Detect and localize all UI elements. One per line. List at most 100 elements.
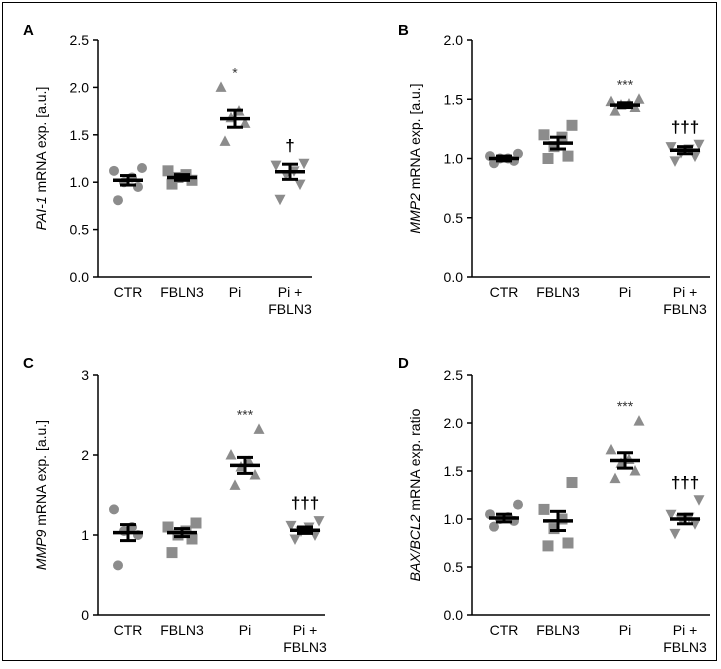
panel-b-x-tick-label: Pi + xyxy=(673,284,698,300)
panel-c-letter: C xyxy=(23,355,34,372)
panel-c-y-label: MMP9 mRNA exp. [a.u.] xyxy=(33,420,49,570)
panel-c-y-tick-label: 3 xyxy=(81,367,89,383)
panel-a-data-point xyxy=(298,158,310,170)
panel-b-x-tick-label: FBLN3 xyxy=(663,301,707,317)
panel-a-data-point xyxy=(270,160,282,172)
panel-d-data-point xyxy=(629,465,641,476)
panel-c-x-tick-label: CTR xyxy=(114,622,143,638)
panel-c-x-tick-label: FBLN3 xyxy=(283,639,327,655)
panel-b-y-tick-label: 1.5 xyxy=(444,91,464,107)
panel-a-y-label-unit: mRNA exp. [a.u.] xyxy=(33,87,49,197)
panel-a-y-tick-label: 1.0 xyxy=(70,174,90,190)
panel-b-significance-label: ††† xyxy=(671,117,699,136)
panel-c-data-point xyxy=(229,479,241,490)
figure-frame xyxy=(2,2,717,661)
panel-d-data-point xyxy=(538,503,550,515)
panel-a-data-point xyxy=(219,135,231,146)
panel-d-y-tick-label: 2.0 xyxy=(444,415,464,431)
panel-a-x-tick-label: CTR xyxy=(114,284,143,300)
panel-d-significance-label: *** xyxy=(617,398,634,414)
panel-b-data-point xyxy=(538,129,550,141)
panel-d-data-point xyxy=(566,477,578,489)
panel-c-x-tick-label: Pi xyxy=(239,622,251,638)
panel-a-data-point xyxy=(109,165,119,176)
panel-b-data-point xyxy=(566,119,578,131)
panel-d-data-point xyxy=(689,519,701,530)
panel-a-data-point xyxy=(274,194,286,206)
panel-d-data-point xyxy=(548,523,560,535)
panel-d-data-point xyxy=(665,509,677,521)
panel-d-data-point xyxy=(693,495,705,506)
panel-c-y-label-gene: MMP9 xyxy=(33,529,49,570)
panel-a-significance-label: † xyxy=(285,136,294,155)
panel-d-data-point xyxy=(605,443,617,455)
panel-b-x-tick-label: Pi xyxy=(619,284,631,300)
panel-d-data-point xyxy=(542,540,554,552)
panel-d-y-tick-label: 1.5 xyxy=(444,463,464,479)
panel-b-y-label: MMP2 mRNA exp. [a.u.] xyxy=(407,83,423,233)
panel-d-data-point xyxy=(489,521,499,532)
panel-a-x-tick-label: Pi xyxy=(229,284,241,300)
panel-d-significance-label: ††† xyxy=(671,473,699,492)
panel-b-y-tick-label: 2.0 xyxy=(444,32,464,48)
panel-b-y-tick-label: 0.5 xyxy=(444,210,464,226)
panel-a-data-point xyxy=(186,174,198,186)
panel-c-y-tick-label: 1 xyxy=(81,527,89,543)
panel-c-significance-label: *** xyxy=(237,406,254,422)
panel-d-data-point xyxy=(556,513,568,525)
panel-c-data-point xyxy=(253,423,265,434)
panel-c-y-tick-label: 2 xyxy=(81,447,89,463)
panel-a-x-tick-label: FBLN3 xyxy=(268,301,312,317)
panel-a-y-label: PAI-1 mRNA exp. [a.u.] xyxy=(33,87,49,231)
panel-d-y-label-unit: mRNA exp. ratio xyxy=(407,408,423,514)
panel-a-data-point xyxy=(166,178,178,190)
panel-c-data-point xyxy=(172,529,184,541)
panel-b-data-point xyxy=(633,93,645,104)
panel-d-x-tick-label: CTR xyxy=(490,622,519,638)
panel-d-letter: D xyxy=(398,355,409,372)
panel-a-y-tick-label: 0.0 xyxy=(70,269,90,285)
panel-d-y-tick-label: 1.0 xyxy=(444,511,464,527)
panel-c-data-point xyxy=(249,469,261,480)
panel-a-y-label-gene: PAI-1 xyxy=(33,196,49,230)
panel-c-data-point xyxy=(186,533,198,545)
panel-a-letter: A xyxy=(23,22,34,39)
panel-a-x-tick-label: FBLN3 xyxy=(160,284,204,300)
panel-d-data-point xyxy=(669,528,681,540)
panel-a-y-tick-label: 2.0 xyxy=(70,79,90,95)
panel-d-y-tick-label: 0.0 xyxy=(444,607,464,623)
panel-a-y-tick-label: 0.5 xyxy=(70,222,90,238)
panel-b-data-point xyxy=(548,141,560,153)
panel-b-y-tick-label: 1.0 xyxy=(444,151,464,167)
panel-c-data-point xyxy=(313,516,325,527)
panel-d-x-tick-label: FBLN3 xyxy=(663,639,707,655)
panel-a-x-tick-label: Pi + xyxy=(278,284,303,300)
panel-d-y-tick-label: 0.5 xyxy=(444,559,464,575)
panel-c-x-tick-label: FBLN3 xyxy=(160,622,204,638)
panel-c-data-point xyxy=(225,449,237,460)
panel-d-y-label-gene: BAX/BCL2 xyxy=(407,514,423,581)
panel-d-data-point xyxy=(609,472,621,484)
panel-b-letter: B xyxy=(398,22,409,39)
panel-b-data-point xyxy=(609,105,621,116)
panel-d-data-point xyxy=(513,499,523,510)
panel-c-data-point xyxy=(109,504,119,515)
panel-d-x-tick-label: Pi xyxy=(619,622,631,638)
panel-d-data-point xyxy=(562,537,574,549)
panel-c-data-point xyxy=(289,534,301,545)
panel-b-data-point xyxy=(693,139,705,151)
panel-a-data-point xyxy=(294,179,306,191)
panel-c-data-point xyxy=(162,521,174,533)
panel-d-y-tick-label: 2.5 xyxy=(444,367,464,383)
panel-b-data-point xyxy=(542,153,554,164)
panel-a-data-point xyxy=(137,162,147,173)
panel-a-data-point xyxy=(113,195,123,206)
panel-c-y-label-unit: mRNA exp. [a.u.] xyxy=(33,420,49,530)
panel-c-significance-label: ††† xyxy=(291,494,319,513)
panel-b-y-label-unit: mRNA exp. [a.u.] xyxy=(407,83,423,193)
panel-b-data-point xyxy=(513,148,523,159)
panel-c-data-point xyxy=(113,560,123,571)
panel-b-significance-label: *** xyxy=(617,76,634,92)
